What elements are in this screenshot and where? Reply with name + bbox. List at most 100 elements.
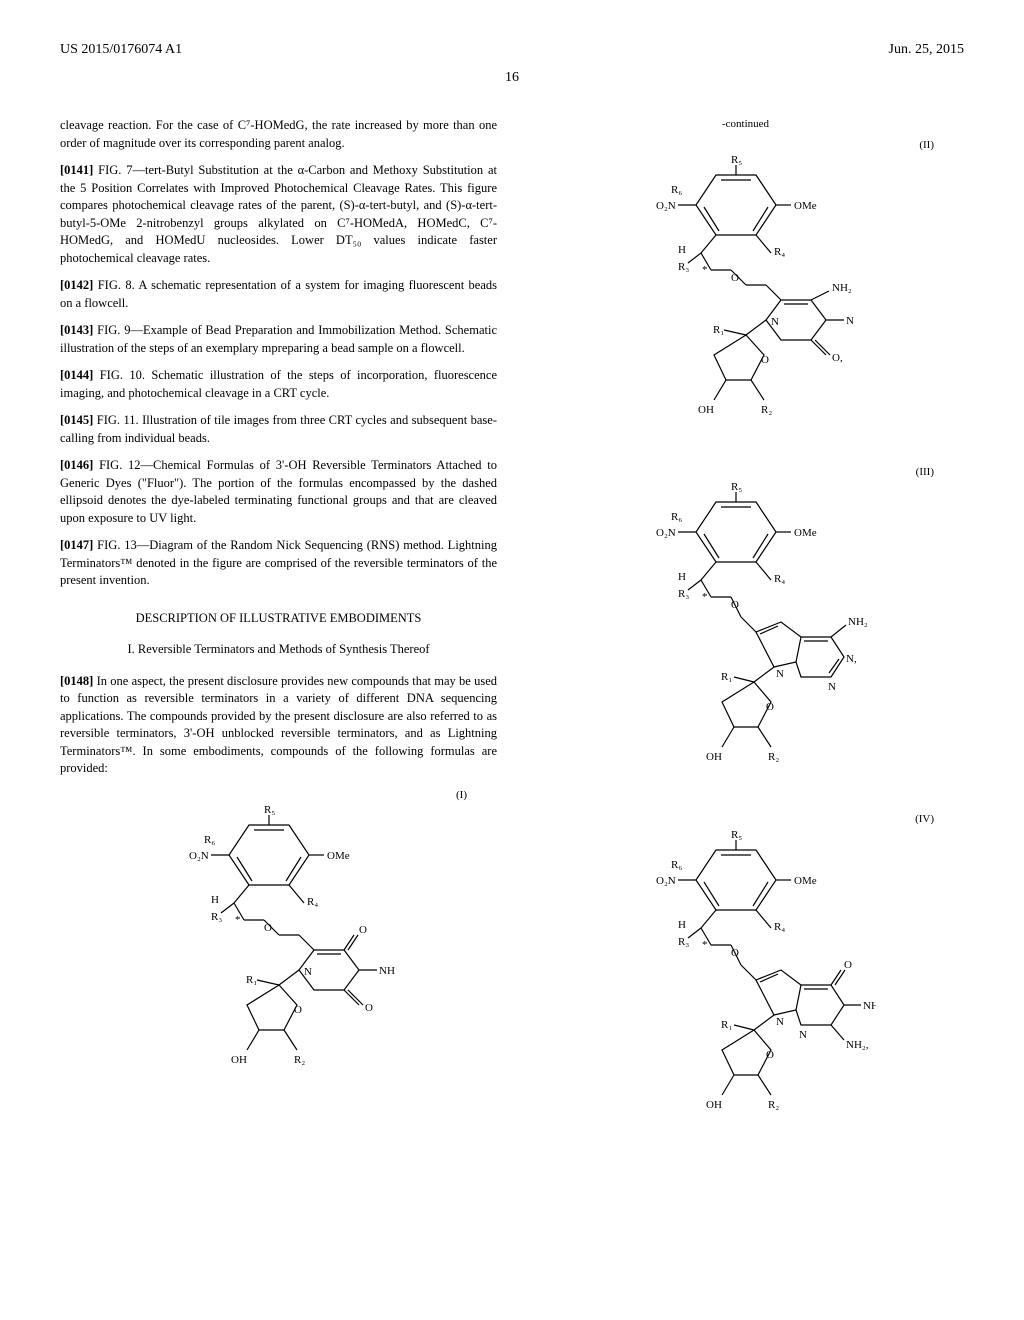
svg-text:O: O (294, 1004, 302, 1016)
svg-text:N: N (828, 681, 836, 693)
section-heading-description: DESCRIPTION OF ILLUSTRATIVE EMBODIMENTS (60, 610, 497, 628)
svg-text:R₄: R₄ (774, 573, 785, 585)
intro-paragraph: cleavage reaction. For the case of C⁷-HO… (60, 117, 497, 152)
para-num: [0145] (60, 413, 93, 427)
svg-text:R₂: R₂ (761, 404, 772, 416)
svg-text:NH: NH (863, 1000, 876, 1012)
left-column: cleavage reaction. For the case of C⁷-HO… (60, 117, 497, 1160)
para-0141: [0141] FIG. 7—tert-Butyl Substitution at… (60, 162, 497, 267)
formula-label-4: (IV) (527, 812, 964, 827)
formula-label-1: (I) (60, 788, 497, 803)
chemical-structure-1: R₅ OMe O₂N R₆ R₄ H * R₃ O R₁ O NH O N O … (60, 805, 497, 1095)
svg-text:*: * (235, 914, 241, 926)
svg-text:O,: O, (832, 352, 843, 364)
svg-text:R₅: R₅ (264, 805, 275, 816)
para-text: In one aspect, the present disclosure pr… (60, 674, 497, 776)
para-0142: [0142] FIG. 8. A schematic representatio… (60, 277, 497, 312)
formula-label-3: (III) (527, 465, 964, 480)
svg-text:N: N (304, 966, 312, 978)
svg-text:H: H (211, 894, 219, 906)
svg-text:O: O (731, 599, 739, 611)
svg-text:N: N (846, 315, 854, 327)
para-text: FIG. 11. Illustration of tile images fro… (60, 413, 497, 445)
svg-text:R₁: R₁ (721, 671, 732, 683)
svg-text:O: O (731, 272, 739, 284)
molecule-svg-2: R₅ OMe O₂N R₆ R₄ H * R₃ O R₁ NH₂ N O, N … (616, 155, 876, 445)
svg-text:R₄: R₄ (774, 246, 785, 258)
svg-text:H: H (678, 244, 686, 256)
svg-text:N: N (776, 1016, 784, 1028)
svg-text:O: O (264, 922, 272, 934)
svg-text:OMe: OMe (327, 850, 350, 862)
svg-text:R₅: R₅ (731, 155, 742, 166)
svg-text:R₃: R₃ (678, 261, 689, 273)
svg-text:R₆: R₆ (204, 834, 215, 846)
para-0145: [0145] FIG. 11. Illustration of tile ima… (60, 412, 497, 447)
svg-text:O: O (365, 1002, 373, 1014)
svg-text:NH₂: NH₂ (848, 616, 868, 628)
svg-text:*: * (702, 939, 708, 951)
svg-text:R₂: R₂ (768, 751, 779, 763)
svg-text:R₃: R₃ (678, 588, 689, 600)
svg-text:OMe: OMe (794, 527, 817, 539)
para-num: [0142] (60, 278, 93, 292)
svg-text:OH: OH (706, 1099, 722, 1111)
page-number: 16 (60, 68, 964, 88)
para-0144: [0144] FIG. 10. Schematic illustration o… (60, 367, 497, 402)
svg-text:O: O (761, 354, 769, 366)
svg-text:O: O (766, 1049, 774, 1061)
continued-label: -continued (527, 117, 964, 132)
svg-text:*: * (702, 264, 708, 276)
svg-text:R₁: R₁ (713, 324, 724, 336)
para-num: [0144] (60, 368, 93, 382)
chemical-structure-4: R₅ OMe O₂N R₆ R₄ H * R₃ O R₁ O NH NH₂, N… (527, 830, 964, 1140)
svg-text:O₂N: O₂N (189, 850, 209, 862)
svg-text:R₃: R₃ (678, 936, 689, 948)
para-num: [0147] (60, 538, 93, 552)
section-heading-reversible: I. Reversible Terminators and Methods of… (60, 641, 497, 659)
molecule-svg-1: R₅ OMe O₂N R₆ R₄ H * R₃ O R₁ O NH O N O … (149, 805, 409, 1095)
chemical-structure-3: R₅ OMe O₂N R₆ R₄ H * R₃ O R₁ NH₂ N, N N … (527, 482, 964, 792)
para-text: FIG. 10. Schematic illustration of the s… (60, 368, 497, 400)
svg-text:O: O (731, 947, 739, 959)
svg-text:OMe: OMe (794, 200, 817, 212)
para-text: FIG. 7—tert-Butyl Substitution at the α-… (60, 163, 497, 265)
svg-text:H: H (678, 571, 686, 583)
svg-text:OH: OH (231, 1054, 247, 1066)
para-num: [0141] (60, 163, 93, 177)
para-0143: [0143] FIG. 9—Example of Bead Preparatio… (60, 322, 497, 357)
svg-text:R₂: R₂ (294, 1054, 305, 1066)
svg-text:R₄: R₄ (307, 896, 318, 908)
para-0146: [0146] FIG. 12—Chemical Formulas of 3'-O… (60, 457, 497, 527)
para-text: FIG. 12—Chemical Formulas of 3'-OH Rever… (60, 458, 497, 525)
para-num: [0146] (60, 458, 93, 472)
svg-text:H: H (678, 919, 686, 931)
svg-text:O: O (844, 959, 852, 971)
svg-text:R₆: R₆ (671, 859, 682, 871)
svg-text:*: * (702, 591, 708, 603)
right-column: -continued (II) (527, 117, 964, 1160)
svg-text:OMe: OMe (794, 875, 817, 887)
svg-text:N: N (771, 316, 779, 328)
para-0147: [0147] FIG. 13—Diagram of the Random Nic… (60, 537, 497, 590)
content-columns: cleavage reaction. For the case of C⁷-HO… (60, 117, 964, 1160)
svg-text:NH₂,: NH₂, (846, 1039, 869, 1051)
svg-text:N,: N, (846, 653, 857, 665)
chemical-structure-2: R₅ OMe O₂N R₆ R₄ H * R₃ O R₁ NH₂ N O, N … (527, 155, 964, 445)
svg-text:R₅: R₅ (731, 482, 742, 493)
svg-text:OH: OH (698, 404, 714, 416)
svg-text:R₆: R₆ (671, 511, 682, 523)
svg-text:R₆: R₆ (671, 184, 682, 196)
formula-label-2: (II) (527, 138, 964, 153)
para-0148: [0148] In one aspect, the present disclo… (60, 673, 497, 778)
svg-text:O₂N: O₂N (656, 875, 676, 887)
svg-text:NH₂: NH₂ (832, 282, 852, 294)
svg-text:NH: NH (379, 965, 395, 977)
para-num: [0148] (60, 674, 93, 688)
molecule-svg-3: R₅ OMe O₂N R₆ R₄ H * R₃ O R₁ NH₂ N, N N … (616, 482, 876, 792)
svg-text:R₄: R₄ (774, 921, 785, 933)
para-num: [0143] (60, 323, 93, 337)
svg-text:R₃: R₃ (211, 911, 222, 923)
para-text: FIG. 13—Diagram of the Random Nick Seque… (60, 538, 497, 587)
patent-date: Jun. 25, 2015 (889, 40, 964, 60)
